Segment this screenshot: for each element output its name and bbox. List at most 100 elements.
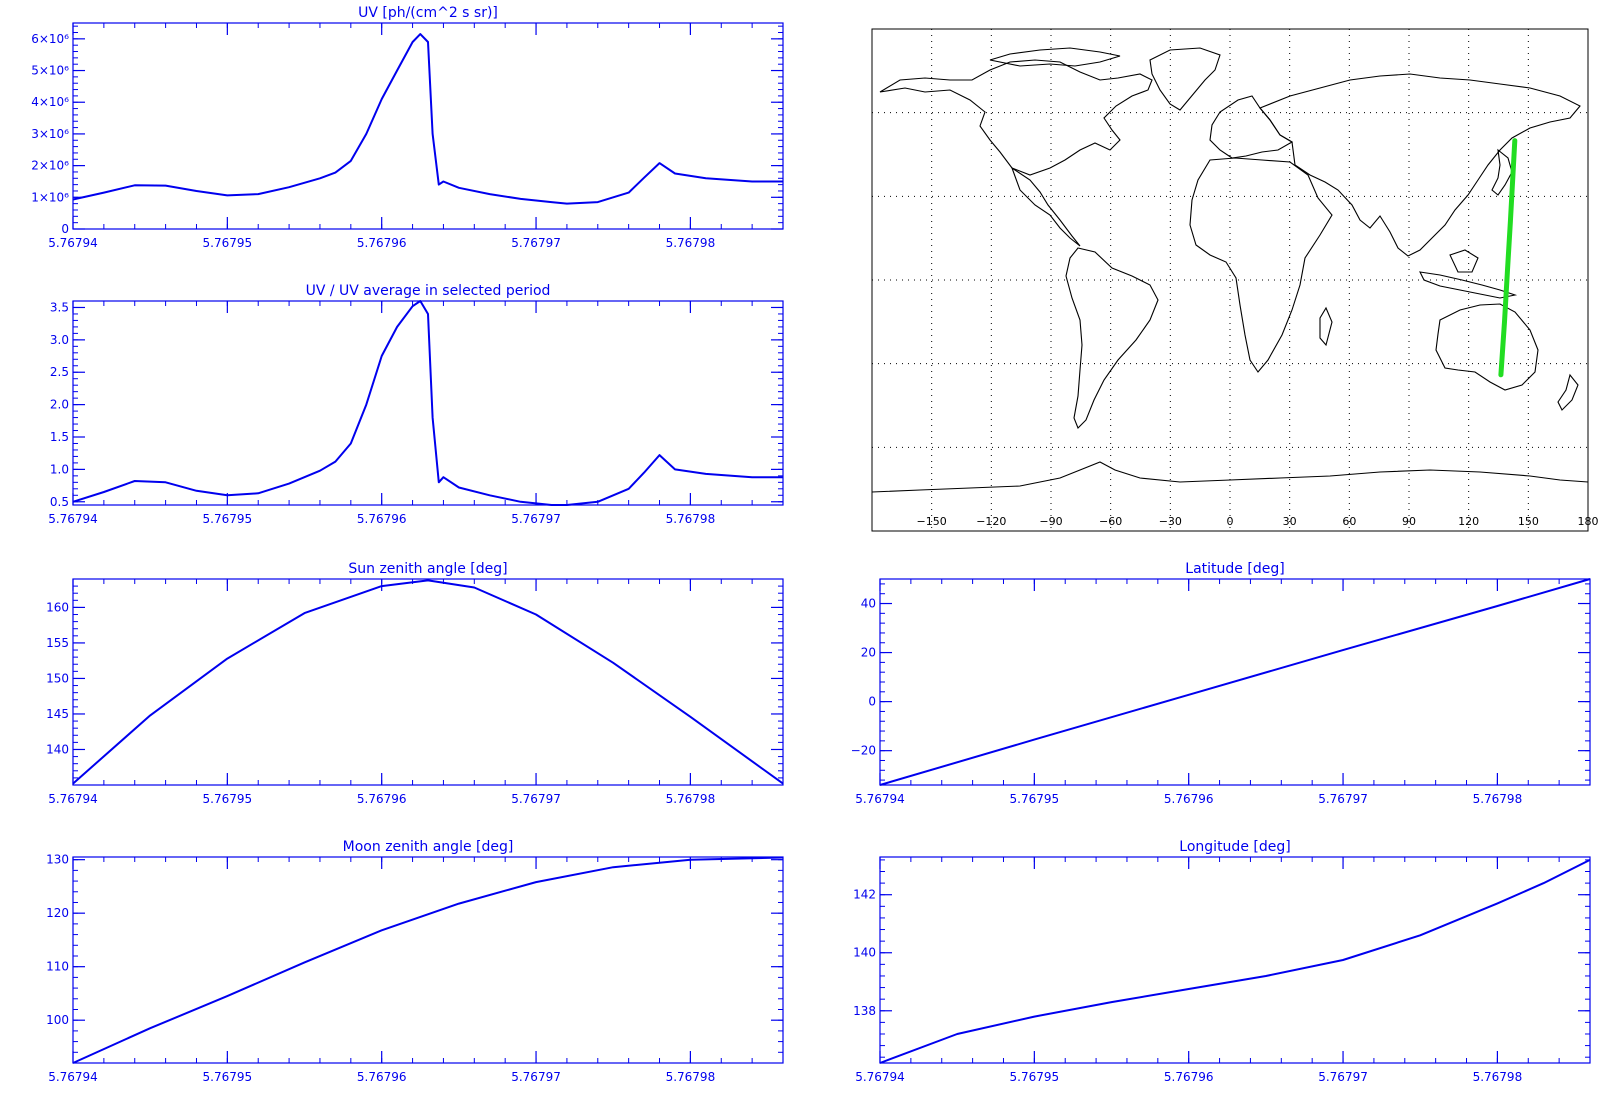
x-tick-label: 5.76794 bbox=[48, 792, 98, 806]
coast-central-america bbox=[1010, 166, 1081, 247]
x-tick-label: 5.76796 bbox=[357, 512, 407, 526]
plot-panels: UV [ph/(cm^2 s sr)] 0 1×10⁶ 2×10⁶ 3×10⁶ 4×10⁶… bbox=[31, 5, 1591, 1084]
plot-frame bbox=[72, 856, 784, 1064]
x-tick-label: 5.76795 bbox=[203, 236, 253, 250]
x-tick-label: 5.76798 bbox=[1473, 1070, 1523, 1084]
coast-greenland bbox=[1149, 47, 1221, 111]
y-tick-label: 140 bbox=[46, 742, 69, 756]
chart-title: Longitude [deg] bbox=[1179, 839, 1290, 855]
x-tick-label: 5.76797 bbox=[511, 1070, 561, 1084]
x-tick-label: 5.76798 bbox=[1473, 792, 1523, 806]
y-tick-label: 160 bbox=[46, 600, 69, 614]
y-tick-label: 130 bbox=[46, 853, 69, 867]
y-tick-label: 2×10⁶ bbox=[31, 159, 69, 173]
plot-frame bbox=[879, 856, 1591, 1064]
coast-new-zealand bbox=[1557, 373, 1579, 411]
x-tick-label: 5.76797 bbox=[511, 236, 561, 250]
chart-panel-2: Sun zenith angle [deg] 140 145 150 155 160 5.7… bbox=[46, 561, 784, 806]
plot-frame bbox=[72, 22, 784, 230]
chart-panel-5: Longitude [deg] 138 140 142 5.76794 5.76795 5.… bbox=[853, 839, 1591, 1084]
series-line bbox=[72, 856, 784, 1064]
track-line bbox=[1498, 138, 1518, 378]
map-lon-axis: −150 −120 −90 −60 −30 0 30 60 90 120 150 180 bbox=[917, 515, 1599, 528]
lon-tick-label: −90 bbox=[1039, 515, 1062, 528]
x-tick-label: 5.76794 bbox=[48, 1070, 98, 1084]
y-tick-label: 120 bbox=[46, 906, 69, 920]
y-tick-label: 150 bbox=[46, 671, 69, 685]
y-tick-label: 20 bbox=[861, 646, 876, 660]
x-tick-label: 5.76795 bbox=[203, 792, 253, 806]
x-tick-label: 5.76794 bbox=[48, 512, 98, 526]
coast-africa bbox=[1189, 157, 1333, 373]
coastline-outlines bbox=[871, 47, 1589, 493]
y-tick-label: 6×10⁶ bbox=[31, 32, 69, 46]
lon-tick-label: 60 bbox=[1342, 515, 1356, 528]
x-tick-label: 5.76795 bbox=[1010, 1070, 1060, 1084]
lon-tick-label: 30 bbox=[1283, 515, 1297, 528]
chart-title: UV / UV average in selected period bbox=[306, 283, 551, 299]
y-tick-label: 145 bbox=[46, 707, 69, 721]
chart-panel-3: Latitude [deg] −20 0 20 40 5.76794 5.76795 5.76… bbox=[851, 561, 1591, 806]
y-tick-label: 4×10⁶ bbox=[31, 95, 69, 109]
coast-south-america bbox=[1065, 247, 1159, 429]
satellite-track bbox=[1498, 138, 1518, 378]
coast-antarctica bbox=[871, 461, 1589, 493]
series-line bbox=[879, 578, 1591, 786]
coast-madagascar bbox=[1319, 306, 1333, 347]
x-tick-label: 5.76797 bbox=[511, 792, 561, 806]
series-line bbox=[72, 33, 783, 205]
chart-panel-1: UV / UV average in selected period 0.5 1.0… bbox=[48, 283, 784, 526]
x-tick-label: 5.76794 bbox=[855, 792, 905, 806]
map-frame bbox=[871, 28, 1589, 532]
lon-tick-label: −60 bbox=[1099, 515, 1122, 528]
lon-tick-label: 180 bbox=[1578, 515, 1599, 528]
y-tick-label: 142 bbox=[853, 888, 876, 902]
chart-title: Latitude [deg] bbox=[1185, 561, 1284, 577]
y-tick-label: 2.0 bbox=[50, 398, 69, 412]
coast-australia bbox=[1435, 303, 1539, 391]
plot-frame bbox=[72, 300, 784, 506]
world-map-panel: −150 −120 −90 −60 −30 0 30 60 90 120 150 180 bbox=[871, 28, 1599, 532]
x-tick-label: 5.76798 bbox=[666, 236, 716, 250]
y-tick-label: 0 bbox=[61, 222, 69, 236]
x-tick-label: 5.76798 bbox=[666, 1070, 716, 1084]
coast-arctic-islands bbox=[989, 47, 1121, 67]
x-tick-label: 5.76796 bbox=[357, 1070, 407, 1084]
x-tick-label: 5.76794 bbox=[48, 236, 98, 250]
x-tick-label: 5.76796 bbox=[357, 236, 407, 250]
x-tick-label: 5.76796 bbox=[1164, 1070, 1214, 1084]
y-tick-label: −20 bbox=[851, 744, 876, 758]
coast-japan bbox=[1491, 148, 1513, 196]
y-tick-label: 5×10⁶ bbox=[31, 64, 69, 78]
chart-title: Sun zenith angle [deg] bbox=[348, 561, 507, 577]
y-tick-label: 2.5 bbox=[50, 365, 69, 379]
y-tick-label: 3.0 bbox=[50, 333, 69, 347]
y-tick-label: 0 bbox=[868, 695, 876, 709]
y-tick-label: 1.0 bbox=[50, 462, 69, 476]
x-tick-label: 5.76795 bbox=[203, 1070, 253, 1084]
x-tick-label: 5.76795 bbox=[203, 512, 253, 526]
y-tick-label: 110 bbox=[46, 960, 69, 974]
y-tick-label: 3×10⁶ bbox=[31, 127, 69, 141]
y-tick-label: 1×10⁶ bbox=[31, 190, 69, 204]
y-tick-label: 100 bbox=[46, 1013, 69, 1027]
lon-tick-label: −120 bbox=[976, 515, 1006, 528]
series-line bbox=[72, 579, 784, 785]
plot-frame bbox=[72, 578, 784, 786]
lon-tick-label: 150 bbox=[1518, 515, 1539, 528]
x-tick-label: 5.76798 bbox=[666, 512, 716, 526]
lon-tick-label: 90 bbox=[1402, 515, 1416, 528]
y-tick-label: 1.5 bbox=[50, 430, 69, 444]
chart-panel-4: Moon zenith angle [deg] 100 110 120 130 5.767… bbox=[46, 839, 784, 1084]
y-tick-label: 155 bbox=[46, 636, 69, 650]
x-tick-label: 5.76797 bbox=[1318, 1070, 1368, 1084]
y-tick-label: 0.5 bbox=[50, 495, 69, 509]
x-tick-label: 5.76798 bbox=[666, 792, 716, 806]
x-tick-label: 5.76794 bbox=[855, 1070, 905, 1084]
chart-title: Moon zenith angle [deg] bbox=[343, 839, 514, 855]
chart-panel-0: UV [ph/(cm^2 s sr)] 0 1×10⁶ 2×10⁶ 3×10⁶ 4×10⁶… bbox=[31, 5, 784, 250]
x-tick-label: 5.76797 bbox=[511, 512, 561, 526]
x-tick-label: 5.76796 bbox=[357, 792, 407, 806]
x-tick-label: 5.76797 bbox=[1318, 792, 1368, 806]
